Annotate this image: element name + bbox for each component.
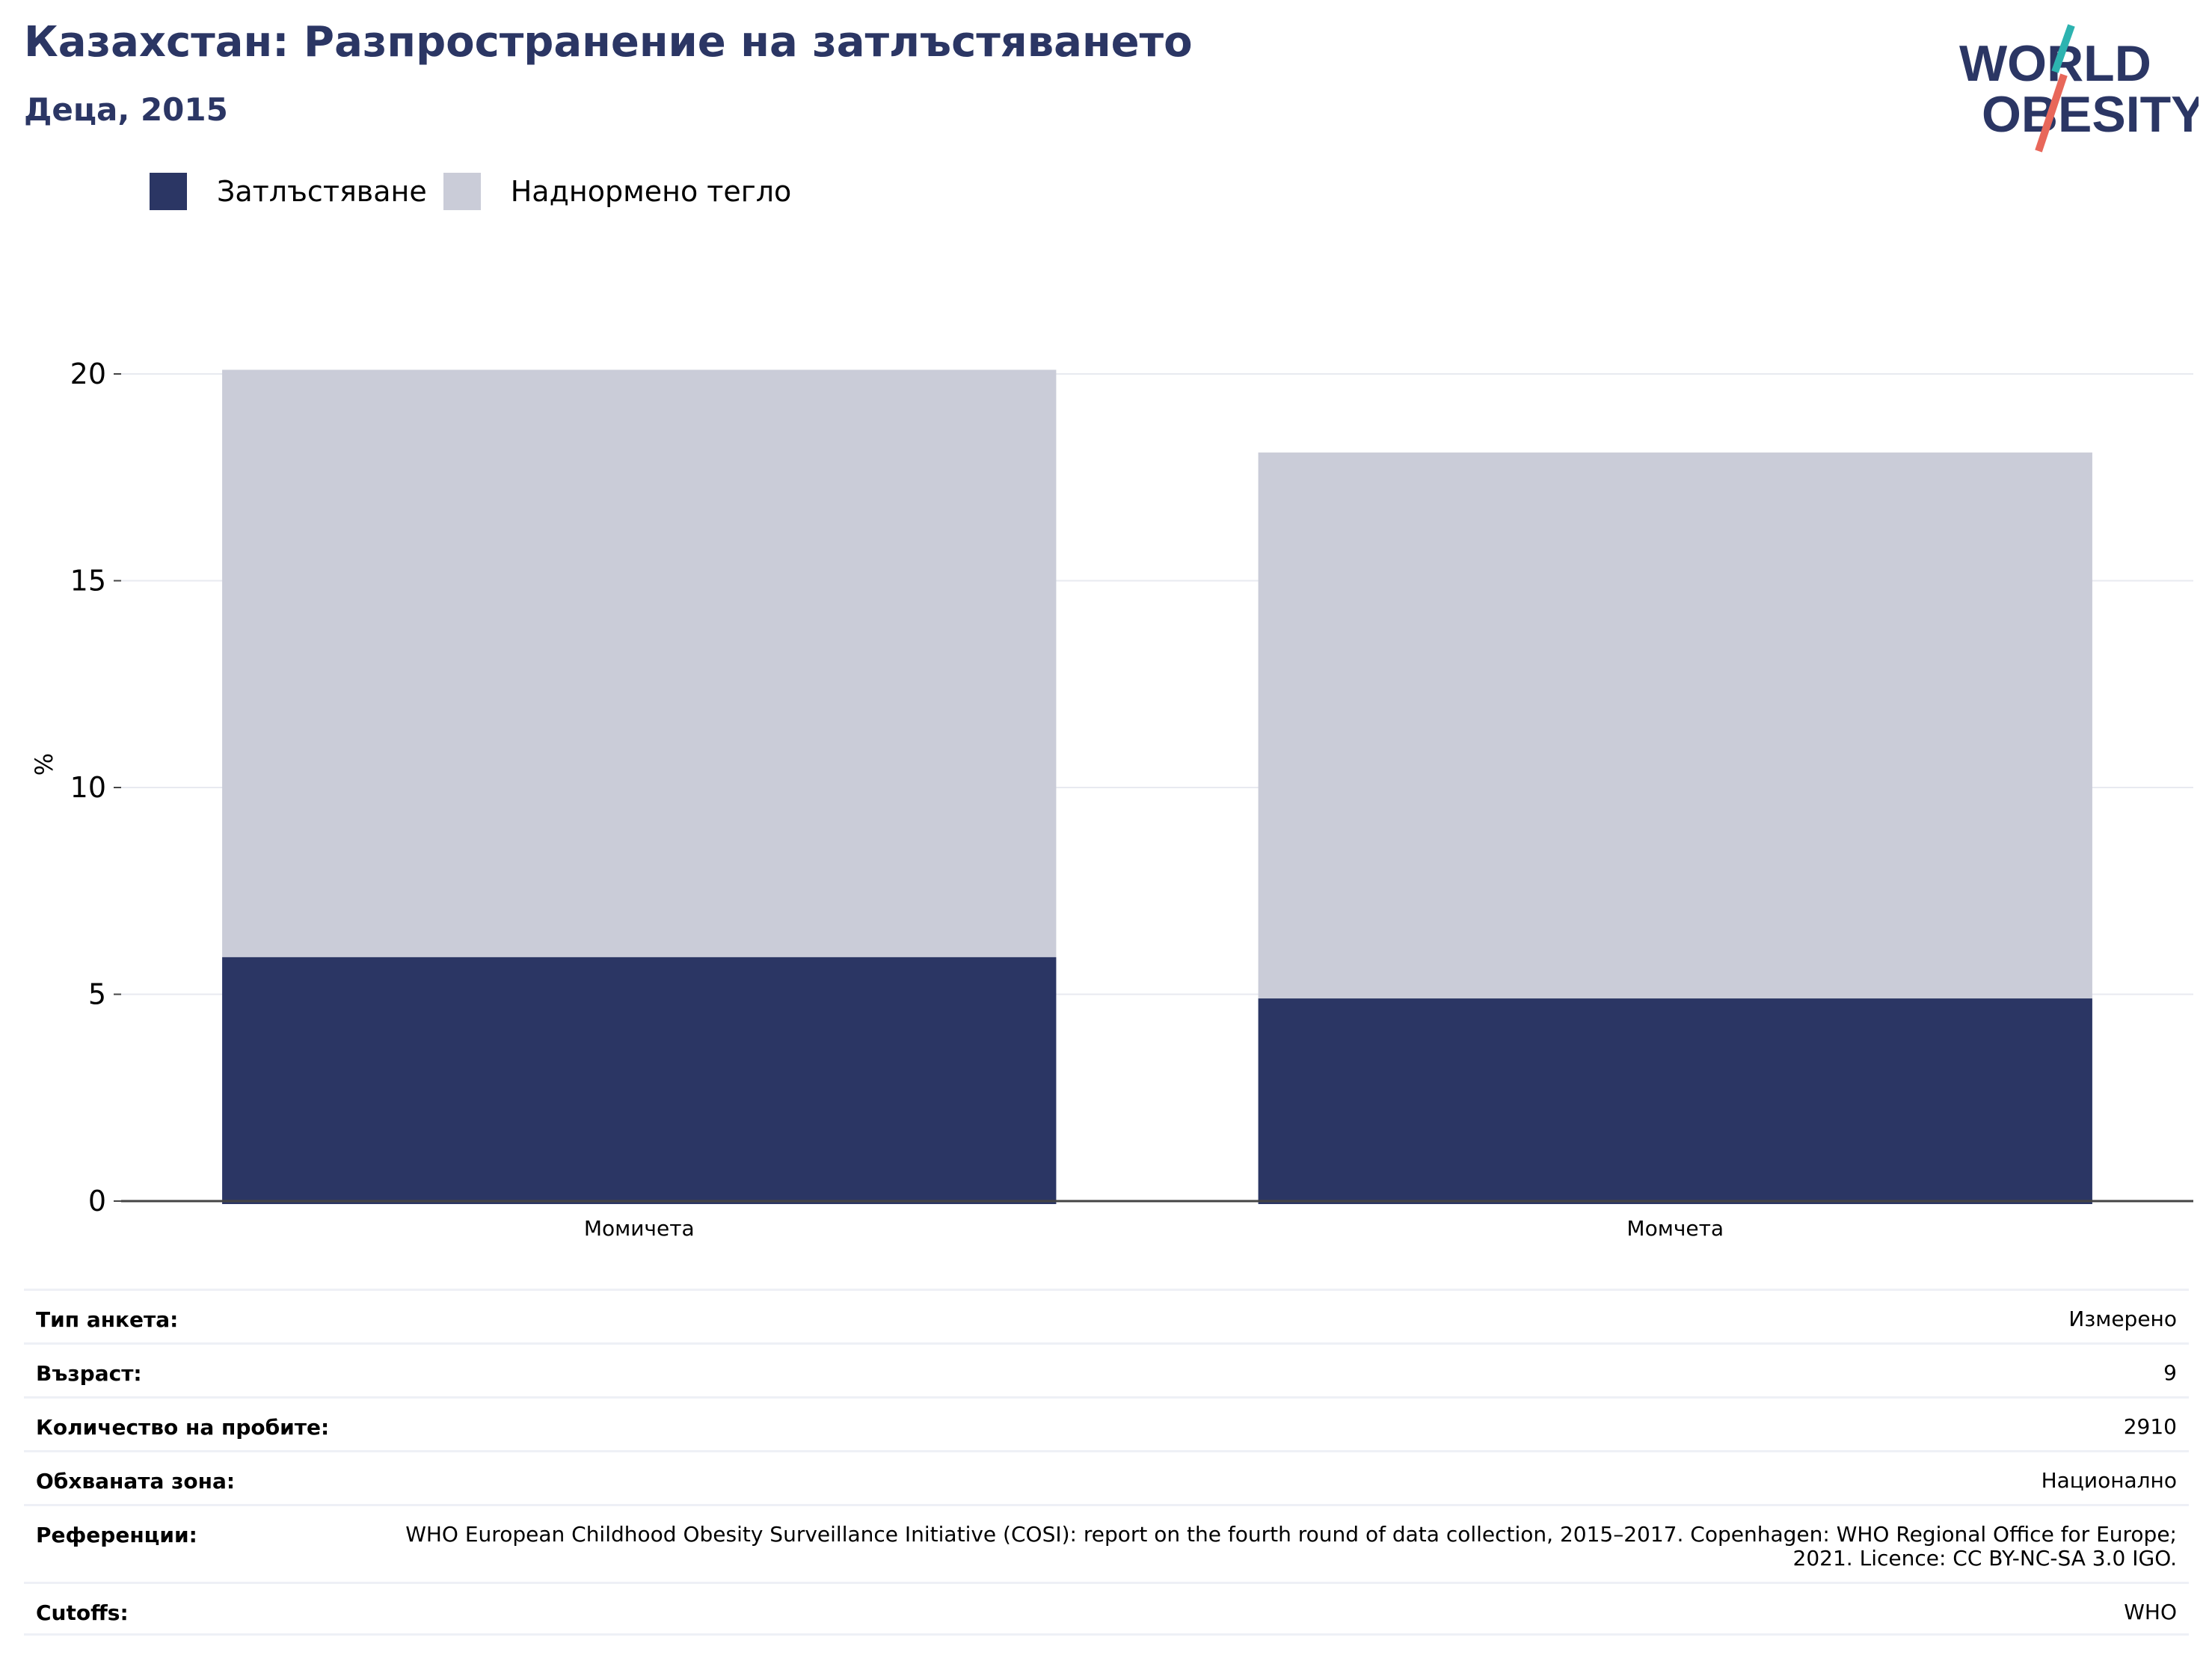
metadata-label: Възраст:: [36, 1361, 142, 1386]
world-obesity-logo: WORLD OBESITY: [1959, 24, 2199, 153]
chart-subtitle: Деца, 2015: [24, 91, 228, 128]
legend-label-overweight: Наднормено тегло: [510, 175, 792, 208]
x-axis-labels: Момичета Момчета: [584, 1216, 1724, 1241]
metadata-table: Тип анкета: Измерено Възраст: 9 Количество н…: [24, 1289, 2189, 1636]
y-tick-label: 5: [88, 978, 106, 1011]
y-tick-label: 15: [70, 565, 106, 598]
metadata-label: Референции:: [36, 1523, 197, 1547]
legend-swatch-obesity: [150, 173, 187, 210]
x-tick-label: Момичета: [584, 1216, 695, 1241]
y-tick-label: 20: [70, 357, 106, 390]
metadata-value: 2910: [2123, 1414, 2177, 1439]
metadata-value: WHO European Childhood Obesity Surveilla…: [405, 1522, 2177, 1571]
logo-stroke-teal: [2051, 24, 2075, 73]
y-tick-label: 0: [88, 1185, 106, 1218]
metadata-row: Тип анкета: Измерено: [24, 1289, 2189, 1342]
metadata-row: Обхваната зона: Национално: [24, 1450, 2189, 1504]
logo-word-2: OBESITY: [1982, 86, 2199, 143]
bar-overweight[interactable]: [1258, 452, 2092, 999]
y-tick-label: 10: [70, 771, 106, 804]
y-axis-label: %: [30, 753, 58, 776]
metadata-value: Национално: [2041, 1468, 2177, 1493]
bars: [222, 369, 2092, 1204]
bar-overweight[interactable]: [222, 369, 1057, 957]
legend-item-overweight[interactable]: Наднормено тегло: [443, 173, 792, 210]
metadata-row: Количество на пробите: 2910: [24, 1396, 2189, 1450]
legend-label-obesity: Затлъстяване: [217, 175, 427, 208]
x-tick-label: Момчета: [1626, 1216, 1724, 1241]
metadata-row: Референции: WHO European Childhood Obesit…: [24, 1504, 2189, 1582]
legend-item-obesity[interactable]: Затлъстяване: [150, 173, 427, 210]
y-axis-ticks: 0 5 10 15 20: [70, 357, 121, 1218]
bar-obesity[interactable]: [1258, 998, 2092, 1204]
bar-obesity[interactable]: [222, 957, 1057, 1204]
chart-legend: Затлъстяване Наднормено тегло: [150, 171, 808, 212]
metadata-value: Измерено: [2068, 1307, 2177, 1331]
metadata-row: Cutoffs: WHO: [24, 1582, 2189, 1636]
metadata-value: 9: [2163, 1360, 2177, 1385]
metadata-label: Cutoffs:: [36, 1600, 129, 1625]
bar-chart: 0 5 10 15 20 Момичета Момчета %: [30, 357, 2193, 1241]
metadata-label: Обхваната зона:: [36, 1469, 236, 1494]
metadata-row: Възраст: 9: [24, 1342, 2189, 1396]
metadata-label: Количество на пробите:: [36, 1415, 330, 1440]
logo-stroke-coral: [2035, 73, 2068, 153]
metadata-value: WHO: [2124, 1600, 2177, 1624]
chart-title: Казахстан: Разпространение на затлъстява…: [24, 18, 1193, 67]
legend-swatch-overweight: [443, 173, 481, 210]
metadata-label: Тип анкета:: [36, 1307, 179, 1332]
